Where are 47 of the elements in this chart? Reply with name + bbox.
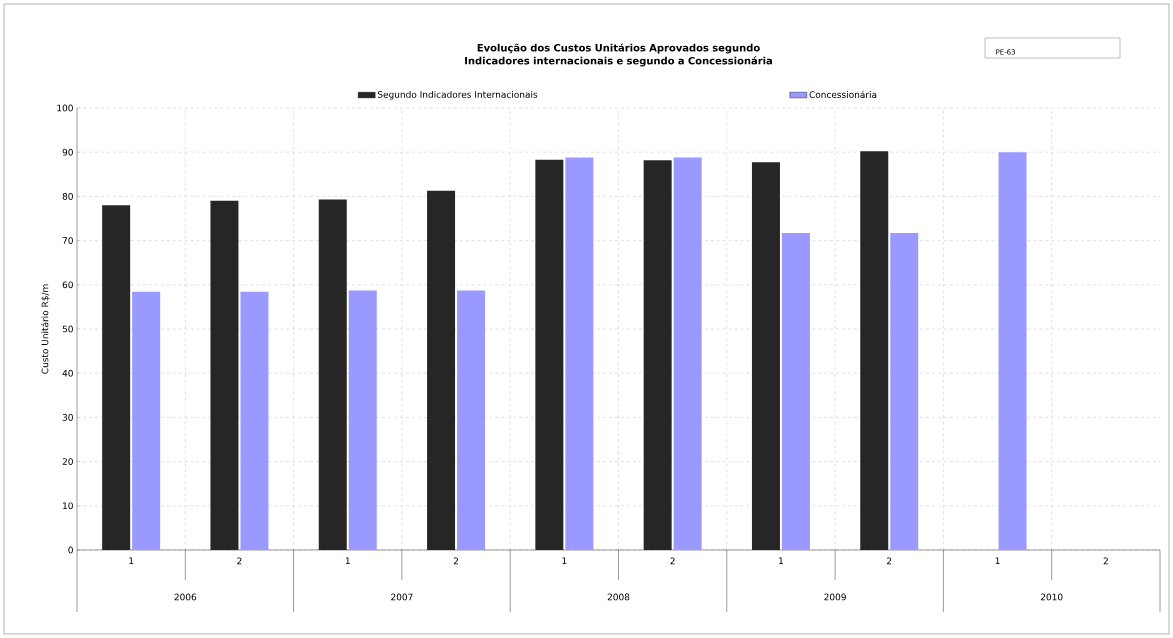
bar (102, 205, 131, 550)
y-tick-label: 30 (62, 413, 73, 421)
text: 2006 (174, 593, 197, 601)
bar (240, 291, 269, 550)
y-tick-label: 0 (68, 546, 73, 554)
y-tick-label: 90 (62, 148, 73, 156)
bar (535, 159, 564, 550)
text: 2008 (607, 593, 630, 601)
bar (427, 190, 456, 550)
bar (457, 290, 486, 550)
x-tick-label: 2 (237, 557, 242, 565)
bar (565, 157, 594, 550)
text: 2010 (1040, 593, 1063, 601)
y-tick-label: 60 (62, 281, 73, 289)
bar (673, 157, 702, 550)
chart-title: Evolução dos Custos Unitários Aprovados segundo Indicadores internacionais e segundo a Concessionária (465, 43, 773, 67)
x-tick-label: 1 (129, 557, 134, 565)
bar (132, 291, 161, 550)
bar (860, 151, 889, 550)
bar (348, 290, 377, 550)
bar (210, 200, 239, 550)
legend-label: Segundo Indicadores Internacionais (377, 90, 538, 100)
legend-label: Concessionária (809, 90, 877, 99)
y-tick-label: 20 (62, 458, 73, 465)
text: 2007 (391, 593, 413, 601)
bar (318, 199, 347, 550)
bar (751, 162, 780, 550)
y-tick-label: 40 (62, 369, 73, 377)
text: 2009 (824, 593, 846, 601)
x-tick-label: 1 (345, 557, 350, 565)
y-tick-label: 50 (62, 325, 73, 333)
x-tick-label: 1 (562, 557, 567, 565)
y-tick-label: 80 (62, 192, 73, 200)
x-tick-label: 1 (995, 557, 1000, 565)
y-axis-title: Custo Unitário R$/m (41, 284, 50, 374)
y-tick-label: 100 (57, 104, 73, 112)
x-tick-label: 1 (779, 557, 783, 565)
bar (890, 233, 919, 550)
x-tick-label: 2 (453, 557, 459, 565)
bar (998, 152, 1027, 550)
x-tick-label: 2 (670, 557, 675, 565)
bar (643, 160, 672, 550)
y-tick-label: 70 (62, 237, 73, 244)
x-tick-label: 2 (887, 557, 892, 565)
y-tick-label: 10 (63, 502, 73, 510)
bar (781, 233, 810, 550)
x-tick-label: 2 (1103, 557, 1108, 565)
